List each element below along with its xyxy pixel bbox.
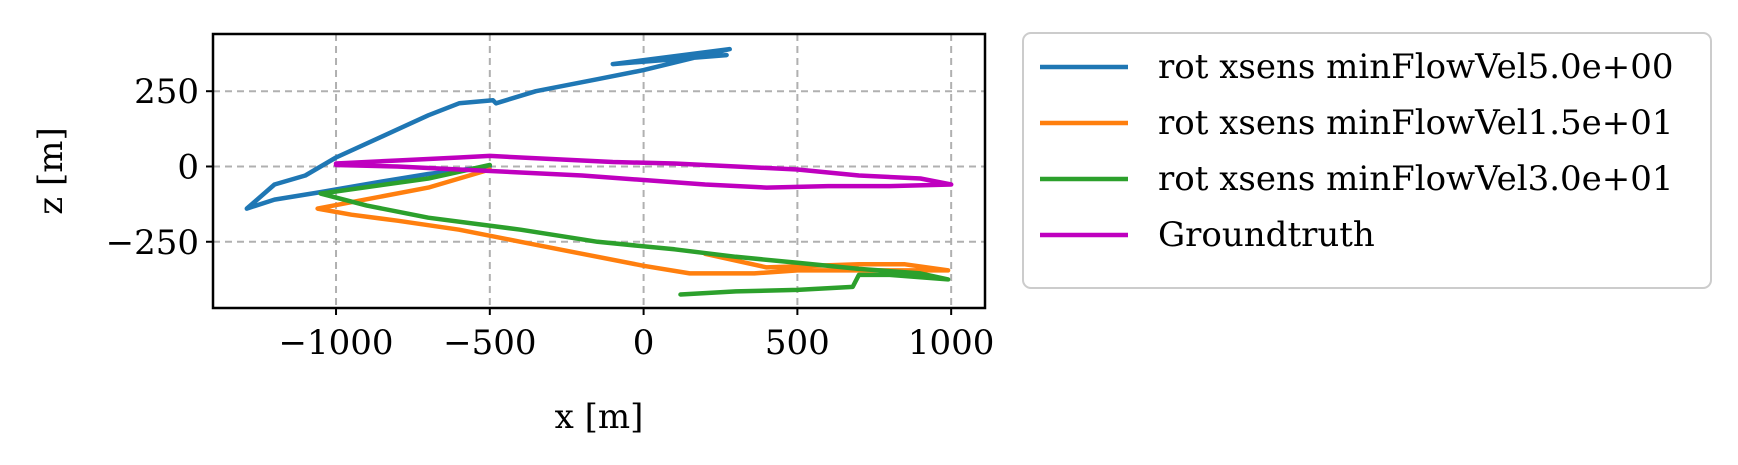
y-tick-label: 0 xyxy=(177,147,199,187)
legend-frame xyxy=(1022,32,1712,289)
y-tick-label: 250 xyxy=(134,72,199,112)
y-axis-ticks: −250 0 250 xyxy=(106,72,213,263)
x-tick-label: 1000 xyxy=(908,323,995,363)
x-tick-label: 0 xyxy=(633,323,655,363)
legend: rot xsens minFlowVel5.0e+00 rot xsens min… xyxy=(1022,32,1712,289)
series-lines xyxy=(244,46,954,297)
series-line xyxy=(315,167,951,276)
legend-label: rot xsens minFlowVel3.0e+01 xyxy=(1158,159,1674,199)
legend-label: Groundtruth xyxy=(1158,215,1375,255)
series-line xyxy=(318,162,951,297)
y-axis-label: z [m] xyxy=(31,127,71,215)
legend-label: rot xsens minFlowVel1.5e+01 xyxy=(1158,103,1674,143)
grid-lines xyxy=(213,34,985,308)
series-line xyxy=(244,46,732,211)
legend-label: rot xsens minFlowVel5.0e+00 xyxy=(1158,47,1674,87)
x-tick-label: −500 xyxy=(443,323,536,363)
x-axis-ticks: −1000 −500 0 500 1000 xyxy=(279,308,995,363)
y-tick-label: −250 xyxy=(106,223,199,263)
x-tick-label: −1000 xyxy=(279,323,394,363)
x-tick-label: 500 xyxy=(765,323,830,363)
axes-frame xyxy=(211,32,987,310)
series-line xyxy=(333,153,954,190)
x-axis-label: x [m] xyxy=(555,397,644,437)
